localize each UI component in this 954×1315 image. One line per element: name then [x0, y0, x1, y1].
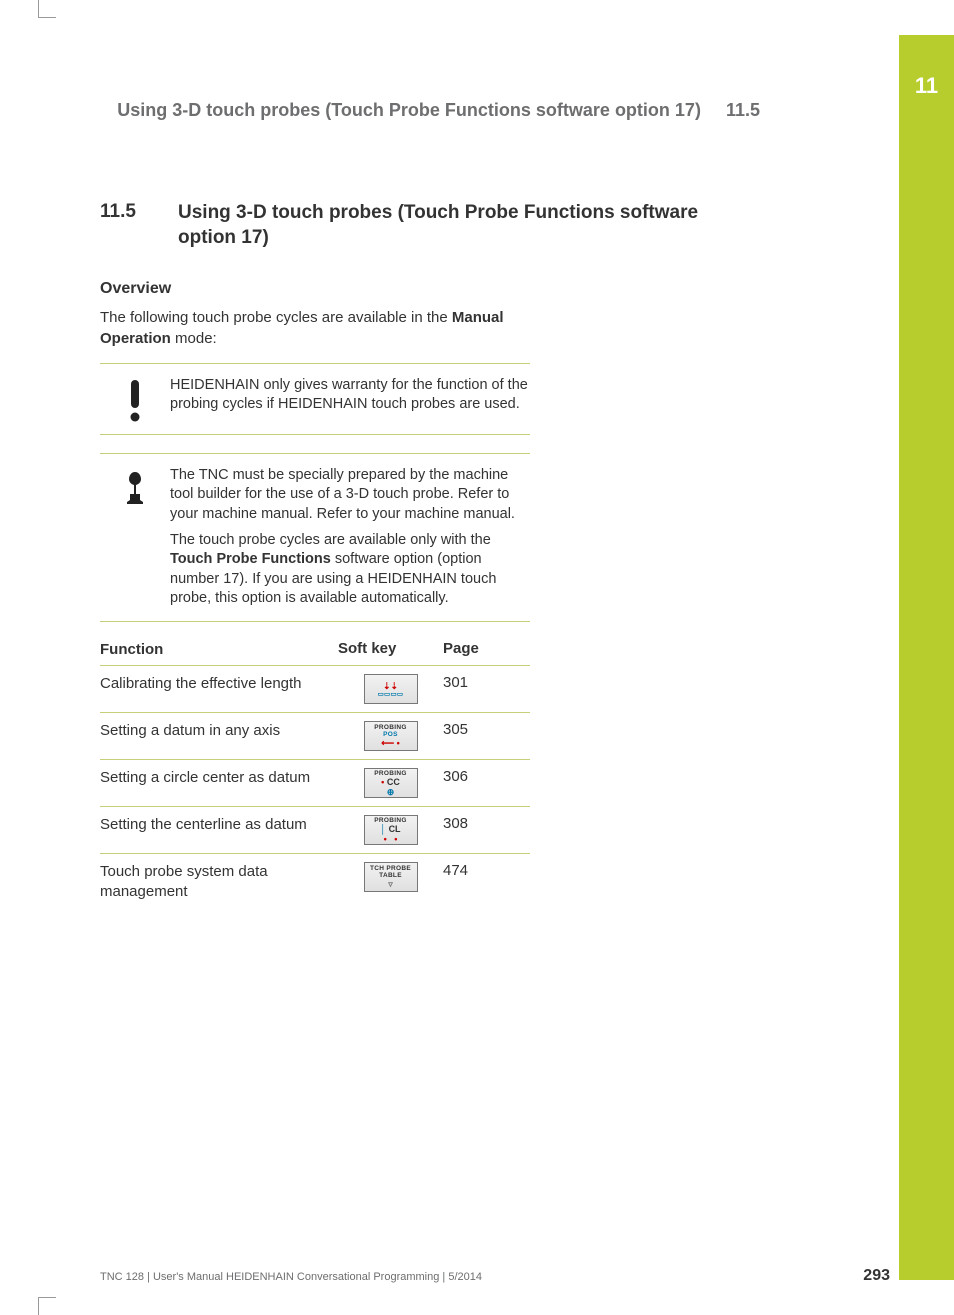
table-row: Setting a datum in any axis PROBING POS …	[100, 713, 530, 760]
chapter-tab: 11	[899, 35, 954, 1280]
note-machine-prep-p1: The TNC must be specially prepared by th…	[170, 466, 530, 525]
fn-label: Touch probe system data management	[100, 862, 338, 901]
footer-text: TNC 128 | User's Manual HEIDENHAIN Conve…	[100, 1271, 482, 1283]
th-function: Function	[100, 640, 338, 660]
subsection-heading: Overview	[100, 280, 760, 298]
section-heading: 11.5 Using 3-D touch probes (Touch Probe…	[100, 201, 760, 250]
running-header-section-number: 11.5	[726, 100, 760, 120]
intro-suffix: mode:	[171, 330, 217, 347]
softkey-probing-cc[interactable]: PROBING • CC ⊕	[364, 768, 418, 798]
page-footer: TNC 128 | User's Manual HEIDENHAIN Conve…	[100, 1267, 890, 1285]
running-header: Using 3-D touch probes (Touch Probe Func…	[100, 100, 760, 121]
probe-icon	[100, 466, 170, 514]
table-row: Touch probe system data management TCH P…	[100, 854, 530, 909]
note2-p2-bold: Touch Probe Functions	[170, 551, 331, 567]
softkey-calibrate-length[interactable]: ⇣⇣ ▭▭▭▭	[364, 674, 418, 704]
note-machine-prep-text: The TNC must be specially prepared by th…	[170, 466, 530, 609]
footer-page-number: 293	[863, 1267, 890, 1285]
crop-mark-bottom-left	[38, 1297, 56, 1315]
softkey-probing-cl[interactable]: PROBING │ CL • •	[364, 815, 418, 845]
table-row: Setting the centerline as datum PROBING …	[100, 807, 530, 854]
note-machine-prep: The TNC must be specially prepared by th…	[100, 453, 530, 622]
exclamation-icon	[100, 376, 170, 422]
intro-paragraph: The following touch probe cycles are ava…	[100, 308, 530, 349]
note-machine-prep-p2: The touch probe cycles are available onl…	[170, 531, 530, 609]
intro-prefix: The following touch probe cycles are ava…	[100, 309, 452, 326]
section-number: 11.5	[100, 201, 178, 250]
fn-page: 308	[443, 815, 523, 832]
th-softkey: Soft key	[338, 640, 443, 660]
functions-table: Function Soft key Page Calibrating the e…	[100, 640, 530, 910]
fn-label: Setting the centerline as datum	[100, 815, 338, 835]
chapter-number: 11	[899, 73, 954, 99]
fn-label: Calibrating the effective length	[100, 674, 338, 694]
softkey-tch-probe-table[interactable]: TCH PROBE TABLE ▿	[364, 862, 418, 892]
fn-page: 306	[443, 768, 523, 785]
running-header-title: Using 3-D touch probes (Touch Probe Func…	[117, 100, 701, 120]
th-page: Page	[443, 640, 523, 660]
fn-label: Setting a circle center as datum	[100, 768, 338, 788]
section-title: Using 3-D touch probes (Touch Probe Func…	[178, 201, 760, 250]
note-warranty: HEIDENHAIN only gives warranty for the f…	[100, 363, 530, 435]
note-warranty-p1: HEIDENHAIN only gives warranty for the f…	[170, 376, 530, 415]
fn-label: Setting a datum in any axis	[100, 721, 338, 741]
note-warranty-text: HEIDENHAIN only gives warranty for the f…	[170, 376, 530, 415]
softkey-probing-pos[interactable]: PROBING POS ⟵ •	[364, 721, 418, 751]
table-row: Calibrating the effective length ⇣⇣ ▭▭▭▭…	[100, 666, 530, 713]
fn-page: 301	[443, 674, 523, 691]
table-header: Function Soft key Page	[100, 640, 530, 667]
note2-p2-prefix: The touch probe cycles are available onl…	[170, 532, 491, 548]
crop-mark-top-left	[38, 0, 56, 18]
page-content: Using 3-D touch probes (Touch Probe Func…	[100, 100, 760, 909]
fn-page: 474	[443, 862, 523, 879]
fn-page: 305	[443, 721, 523, 738]
table-row: Setting a circle center as datum PROBING…	[100, 760, 530, 807]
